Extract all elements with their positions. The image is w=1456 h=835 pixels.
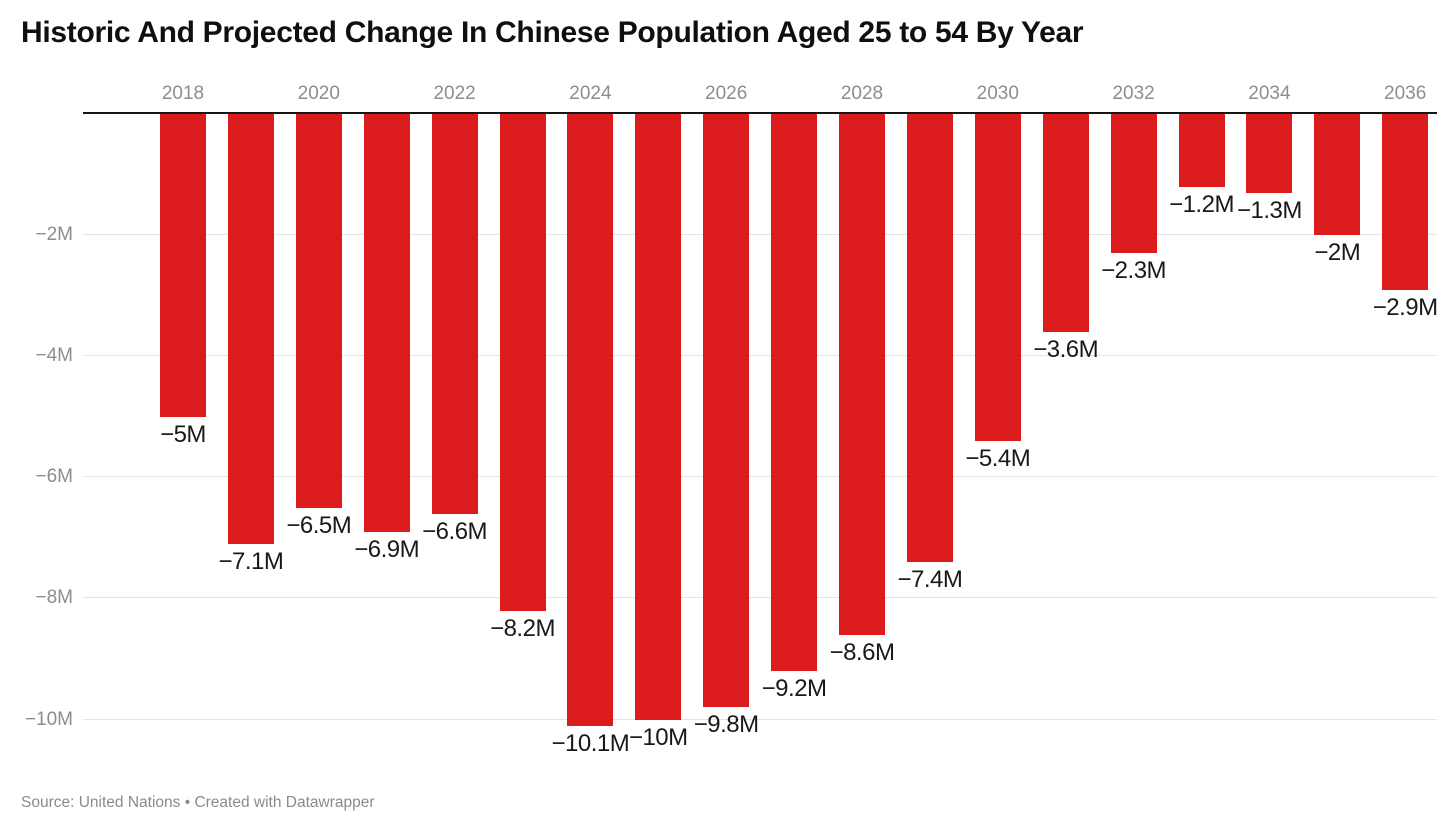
y-axis-tick-label: −10M xyxy=(24,708,73,730)
bar-2028 xyxy=(839,114,885,635)
bar-group-2030: −5.4M xyxy=(965,114,1031,472)
bar-2033 xyxy=(1178,114,1225,187)
bar-2021 xyxy=(363,114,410,532)
chart-title: Historic And Projected Change In Chinese… xyxy=(21,16,1084,49)
bar-value-label: −9.8M xyxy=(693,711,759,738)
bar-value-label: −2.9M xyxy=(1372,294,1438,321)
bar-2032 xyxy=(1110,114,1157,253)
gridline xyxy=(83,476,1437,478)
y-axis-tick-label: −6M xyxy=(35,466,74,488)
bar-2030 xyxy=(974,114,1021,441)
bar-group-2026: −9.8M xyxy=(694,114,759,738)
bar-2031 xyxy=(1042,114,1089,332)
x-axis-year-label: 2022 xyxy=(433,83,476,104)
bar-group-2018: −5M xyxy=(160,114,206,448)
bar-2022 xyxy=(431,114,478,514)
y-axis-tick-label: −8M xyxy=(35,587,74,609)
bar-2026 xyxy=(703,114,750,707)
bar-group-2025: −10M xyxy=(629,114,688,751)
bar-value-label: −9.2M xyxy=(761,675,827,702)
y-axis-tick-label: −2M xyxy=(35,224,74,246)
bar-group-2022: −6.6M xyxy=(422,114,488,545)
bar-2024 xyxy=(567,114,614,726)
bar-value-label: −8.2M xyxy=(490,615,555,642)
bar-2019 xyxy=(227,114,274,544)
bar-value-label: −6.5M xyxy=(286,512,352,539)
bar-value-label: −5.4M xyxy=(965,445,1031,472)
bar-2029 xyxy=(906,114,953,562)
bar-group-2035: −2M xyxy=(1314,114,1361,266)
bar-value-label: −1.3M xyxy=(1236,197,1302,224)
x-axis-year-label: 2018 xyxy=(161,83,205,104)
bar-group-2023: −8.2M xyxy=(490,114,555,642)
bar-2035 xyxy=(1314,114,1361,235)
bar-value-label: −10.1M xyxy=(551,730,630,757)
gridline xyxy=(83,234,1437,236)
bar-value-label: −6.6M xyxy=(422,518,488,545)
bar-group-2031: −3.6M xyxy=(1033,114,1099,363)
footer: Source: United Nations • Created with Da… xyxy=(21,794,375,812)
bar-value-label: −5M xyxy=(160,421,206,448)
x-axis-year-label: 2026 xyxy=(705,83,748,104)
bar-2034 xyxy=(1246,114,1293,193)
bar-value-label: −7.4M xyxy=(897,566,963,593)
bar-value-label: −1.2M xyxy=(1169,191,1234,218)
footer-separator: • xyxy=(184,794,191,811)
bar-group-2024: −10.1M xyxy=(552,114,630,757)
x-axis-year-label: 2036 xyxy=(1384,83,1427,104)
bar-2018 xyxy=(160,114,206,417)
bar-group-2034: −1.3M xyxy=(1237,114,1302,224)
bar-group-2020: −6.5M xyxy=(286,114,352,539)
gridline xyxy=(83,355,1437,357)
x-axis-year-label: 2020 xyxy=(297,83,340,104)
bar-value-label: −6.9M xyxy=(354,536,420,563)
bar-value-label: −3.6M xyxy=(1033,336,1099,363)
datawrapper-attribution-link[interactable]: Created with Datawrapper xyxy=(194,794,375,811)
x-axis-year-label: 2030 xyxy=(976,83,1019,104)
x-axis-year-label: 2032 xyxy=(1112,83,1155,104)
bar-group-2021: −6.9M xyxy=(354,114,420,563)
bar-value-label: −2.3M xyxy=(1101,257,1167,284)
bar-2036 xyxy=(1382,114,1429,290)
bar-2023 xyxy=(499,114,546,611)
x-axis-year-label: 2024 xyxy=(569,83,612,104)
gridline xyxy=(83,718,1437,720)
bar-group-2032: −2.3M xyxy=(1101,114,1167,284)
x-axis-year-label: 2028 xyxy=(840,83,884,104)
source-text: Source: United Nations xyxy=(21,794,181,811)
bar-value-label: −10M xyxy=(628,724,688,751)
bar-group-2029: −7.4M xyxy=(897,114,963,593)
zero-baseline xyxy=(83,112,1437,114)
x-axis-year-label: 2034 xyxy=(1248,83,1291,104)
bar-value-label: −8.6M xyxy=(829,639,895,666)
bar-value-label: −2M xyxy=(1314,239,1361,266)
bar-group-2036: −2.9M xyxy=(1373,114,1438,321)
bar-group-2033: −1.2M xyxy=(1169,114,1234,218)
bar-group-2019: −7.1M xyxy=(218,114,284,575)
bar-group-2027: −9.2M xyxy=(762,114,827,702)
y-axis-tick-label: −4M xyxy=(35,345,74,367)
bar-2025 xyxy=(635,114,682,720)
bar-group-2028: −8.6M xyxy=(830,114,895,666)
bar-2020 xyxy=(295,114,342,508)
bar-value-label: −7.1M xyxy=(218,548,284,575)
bar-2027 xyxy=(771,114,818,671)
gridline xyxy=(83,597,1437,599)
